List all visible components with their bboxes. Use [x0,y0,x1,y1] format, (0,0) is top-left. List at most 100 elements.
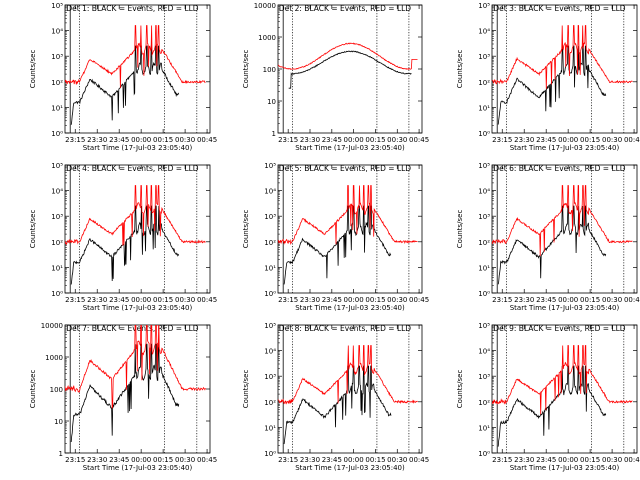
x-tick-label: 00:30 [175,456,195,464]
x-tick-label: 00:45 [624,456,640,464]
y-tick-label: 10⁴ [478,188,490,196]
y-tick-label: 10⁴ [51,188,63,196]
y-tick-label: 1 [59,450,63,458]
series-line-lld [492,25,633,89]
y-axis-label: Counts/sec [242,210,250,249]
y-tick-label: 10¹ [264,424,276,432]
y-tick-label: 10² [51,239,63,247]
series-line-events [283,365,392,445]
x-tick-label: 00:45 [409,296,429,304]
y-tick-label: 10⁵ [51,162,63,170]
y-tick-label: 10⁰ [264,450,276,458]
y-tick-label: 10⁴ [264,188,276,196]
y-tick-label: 100 [263,66,276,74]
x-tick-label: 00:30 [602,456,622,464]
x-tick-label: 00:15 [580,296,600,304]
x-tick-label: 00:00 [344,136,364,144]
y-tick-label: 10⁴ [51,28,63,36]
y-axis-label: Counts/sec [242,50,250,89]
plot-frame [277,4,423,134]
x-tick-label: 00:30 [175,136,195,144]
y-tick-label: 10⁵ [478,162,490,170]
y-tick-label: 1000 [45,354,63,362]
plot-frame [491,4,638,134]
plot-frame [491,324,638,454]
y-tick-label: 10 [267,98,276,106]
series-line-lld [492,185,633,257]
y-tick-label: 10² [478,399,490,407]
x-tick-label: 00:30 [175,296,195,304]
x-tick-label: 00:15 [580,136,600,144]
y-axis-label: Counts/sec [242,370,250,409]
x-tick-label: 00:45 [409,456,429,464]
y-tick-label: 10 [54,418,63,426]
chart-panel-3: Det 3: BLACK = Events, RED = LLD 10⁰ 10¹ 10… [456,2,640,152]
y-axis-label: Counts/sec [29,50,37,89]
x-tick-label: 00:45 [197,296,217,304]
x-axis-label: Start Time (17-Jul-03 23:05:40) [83,304,193,312]
y-tick-label: 10³ [478,213,490,221]
x-tick-label: 23:30 [300,136,320,144]
x-tick-label: 00:30 [602,296,622,304]
x-tick-label: 00:30 [387,296,407,304]
y-axis-label: Counts/sec [29,210,37,249]
plot-frame [277,324,423,454]
chart-panel-4: Det 4: BLACK = Events, RED = LLD 10⁰ 10¹ 10… [29,162,217,312]
series-line-events [497,45,607,125]
series-line-events [288,50,412,89]
x-tick-label: 00:45 [624,136,640,144]
x-tick-label: 00:45 [197,456,217,464]
y-tick-label: 10⁰ [51,290,63,298]
x-axis-label: Start Time (17-Jul-03 23:05:40) [510,144,620,152]
chart-title: Det 5: BLACK = Events, RED = LLD [279,164,411,173]
series-line-events [497,205,607,285]
y-tick-label: 10000 [254,2,276,10]
x-tick-label: 00:15 [365,296,385,304]
series-line-events [70,205,180,285]
x-tick-label: 23:30 [514,136,534,144]
x-tick-label: 23:30 [514,456,534,464]
y-tick-label: 10⁴ [478,348,490,356]
x-tick-label: 23:45 [109,296,129,304]
x-tick-label: 23:15 [278,296,298,304]
x-tick-label: 23:45 [322,136,342,144]
chart-title: Det 8: BLACK = Events, RED = LLD [279,324,411,333]
series-line-lld [278,345,418,405]
y-tick-label: 10⁵ [264,162,276,170]
plot-frame [491,164,638,294]
x-tick-label: 23:45 [536,456,556,464]
x-tick-label: 23:30 [87,136,107,144]
series-line-lld [278,42,418,71]
y-axis-label: Counts/sec [456,50,464,89]
y-tick-label: 10² [264,239,276,247]
y-tick-label: 10¹ [478,104,490,112]
x-axis-label: Start Time (17-Jul-03 23:05:40) [295,464,405,472]
x-tick-label: 23:15 [492,456,512,464]
y-tick-label: 10² [51,79,63,87]
series-line-events [70,45,180,125]
series-line-lld [65,185,206,246]
series-line-lld [492,345,633,415]
y-tick-label: 10000 [41,322,63,330]
y-axis-label: Counts/sec [456,370,464,409]
x-tick-label: 00:00 [131,136,151,144]
y-tick-label: 10⁵ [51,2,63,10]
x-tick-label: 23:30 [87,456,107,464]
chart-title: Det 7: BLACK = Events, RED = LLD [66,324,198,333]
x-tick-label: 00:00 [344,456,364,464]
y-tick-label: 10⁵ [478,2,490,10]
chart-title: Det 6: BLACK = Events, RED = LLD [493,164,625,173]
x-tick-label: 00:15 [365,136,385,144]
x-tick-label: 23:45 [322,456,342,464]
y-tick-label: 10³ [264,373,276,381]
y-tick-label: 1 [272,130,276,138]
x-tick-label: 23:15 [65,296,85,304]
x-tick-label: 00:15 [365,456,385,464]
y-tick-label: 10⁰ [478,450,490,458]
chart-title: Det 4: BLACK = Events, RED = LLD [66,164,198,173]
y-tick-label: 10⁰ [264,290,276,298]
y-tick-label: 10¹ [478,424,490,432]
series-line-lld [65,25,206,89]
x-tick-label: 23:45 [109,456,129,464]
